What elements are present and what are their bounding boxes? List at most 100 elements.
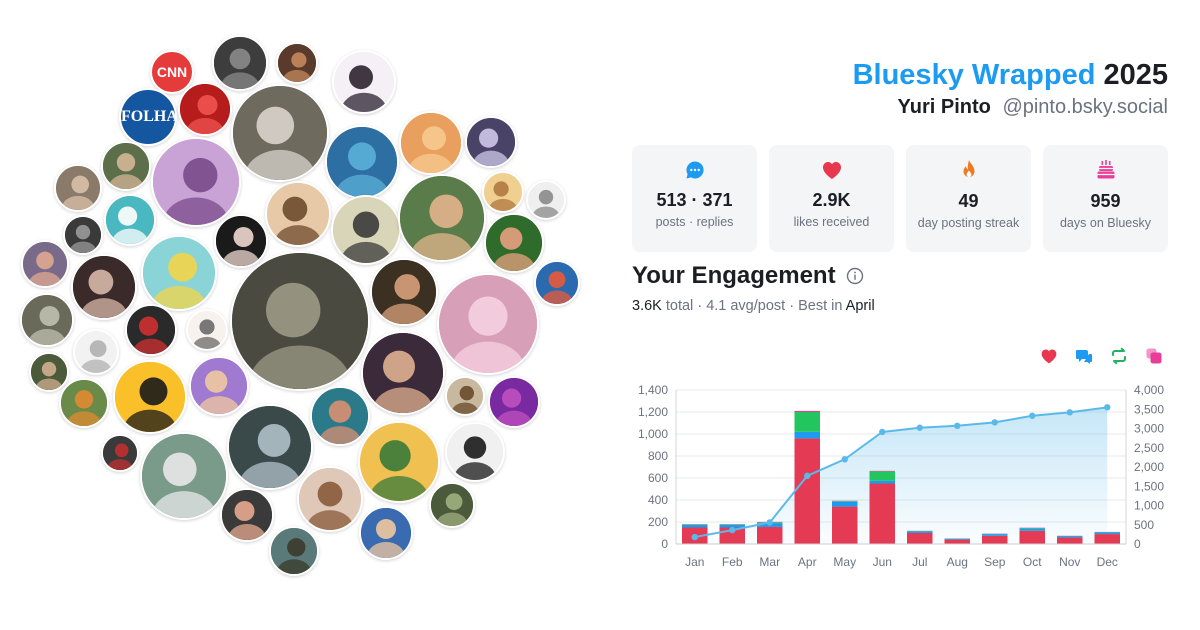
- avatar: [20, 293, 74, 347]
- engagement-best-month: April: [845, 298, 875, 314]
- avatar: [445, 422, 505, 482]
- avatar: [104, 194, 156, 246]
- cumulative-point: [1066, 409, 1073, 416]
- avatar: [399, 111, 463, 175]
- bar-segment: [832, 501, 858, 507]
- stat-label: days on Bluesky: [1059, 216, 1152, 230]
- avatar: [358, 421, 440, 503]
- avatar: [178, 82, 232, 136]
- avatar: [265, 181, 331, 247]
- bar-segment: [944, 539, 970, 544]
- flame-icon: [958, 159, 980, 181]
- avatar: [331, 195, 401, 265]
- bar-segment: [982, 535, 1008, 544]
- bar-segment: [869, 480, 895, 484]
- cnn-logo-avatar: CNN: [150, 50, 194, 94]
- bar-segment: [719, 524, 745, 525]
- x-tick-label: Nov: [1059, 555, 1080, 569]
- bar-segment: [869, 483, 895, 544]
- bar-segment: [1019, 530, 1045, 544]
- avatar: [437, 273, 539, 375]
- stat-value: 513 · 371: [656, 190, 733, 210]
- cumulative-point: [691, 533, 698, 541]
- avatar: [29, 352, 69, 392]
- y-tick-label-left: 1,400: [638, 383, 668, 397]
- x-tick-label: Jun: [873, 555, 892, 569]
- engagement-best-prefix: Best in: [798, 298, 843, 314]
- y-tick-label-right: 2,500: [1134, 441, 1164, 455]
- avatar: [325, 125, 399, 199]
- info-icon[interactable]: [846, 267, 864, 285]
- cumulative-point: [766, 519, 773, 526]
- bar-segment: [982, 534, 1008, 536]
- engagement-total: 3.6K: [632, 298, 662, 314]
- y-tick-label-right: 500: [1134, 518, 1154, 532]
- stat-label: posts · replies: [655, 215, 734, 229]
- avatar: [276, 42, 318, 84]
- title-brand: Bluesky Wrapped: [852, 59, 1096, 91]
- engagement-summary: 3.6K total · 4.1 avg/post · Best in Apri…: [632, 298, 875, 314]
- heart-icon[interactable]: [1040, 347, 1058, 365]
- avatar: [214, 214, 268, 268]
- stat-value: 49: [958, 191, 979, 211]
- y-tick-label-left: 0: [661, 537, 668, 551]
- heart-icon: [821, 159, 843, 181]
- avatar: [140, 432, 228, 520]
- avatar: [310, 386, 370, 446]
- bar-segment: [1057, 536, 1083, 538]
- y-tick-label-left: 200: [648, 515, 668, 529]
- avatar: [230, 251, 370, 391]
- y-tick-label-right: 4,000: [1134, 383, 1164, 397]
- cumulative-area: [694, 407, 1108, 544]
- user-info: Yuri Pinto @pinto.bsky.social: [853, 94, 1168, 120]
- avatar: [101, 434, 139, 472]
- y-tick-label-right: 2,000: [1134, 460, 1164, 474]
- title-year: 2025: [1103, 59, 1168, 91]
- reply-icon[interactable]: [1075, 347, 1093, 365]
- avatar: [482, 171, 524, 213]
- cumulative-point: [804, 472, 811, 480]
- avatar: [151, 137, 241, 227]
- y-tick-label-left: 1,200: [638, 405, 668, 419]
- cnn-logo-text: CNN: [156, 64, 188, 80]
- bar-segment: [719, 524, 745, 528]
- avatar: [125, 304, 177, 356]
- avatar: [398, 174, 486, 262]
- x-tick-label: May: [833, 555, 856, 569]
- avatar: [534, 260, 580, 306]
- cumulative-point: [1029, 412, 1036, 419]
- cumulative-point: [729, 526, 736, 534]
- chart-legend: [1040, 347, 1163, 365]
- bar-segment: [907, 533, 933, 544]
- avatar: [101, 141, 151, 191]
- stat-value: 959: [1090, 191, 1121, 211]
- speech-bubble-icon: [684, 159, 706, 181]
- bar-segment: [794, 431, 820, 439]
- avatar: [361, 331, 445, 415]
- y-tick-label-left: 400: [648, 493, 668, 507]
- engagement-chart: 0 200 400 600 800 1,000 1,200 1,400 0 500 1,000 1,5…: [638, 383, 1164, 569]
- avatar: [488, 376, 540, 428]
- bar-segment: [907, 531, 933, 533]
- bar-segment: [794, 438, 820, 544]
- wrapped-header: Bluesky Wrapped 2025 Yuri Pinto @pinto.b…: [853, 58, 1168, 120]
- avatar: [186, 309, 228, 351]
- user-display-name: Yuri Pinto: [897, 96, 991, 118]
- y-tick-label-left: 1,000: [638, 427, 668, 441]
- avatar: [297, 466, 363, 532]
- avatar: [465, 116, 517, 168]
- x-tick-label: Jan: [685, 555, 704, 569]
- stat-card-streak: 49 day posting streak: [906, 145, 1031, 252]
- stat-label: day posting streak: [917, 216, 1020, 230]
- engagement-title: Your Engagement: [632, 262, 864, 290]
- quote-icon[interactable]: [1145, 347, 1163, 365]
- y-tick-label-left: 600: [648, 471, 668, 485]
- engagement-heading: Your Engagement: [632, 262, 836, 289]
- x-tick-label: Apr: [798, 555, 817, 569]
- repost-icon[interactable]: [1110, 347, 1128, 365]
- x-tick-label: Feb: [722, 555, 743, 569]
- bar-segment: [869, 471, 895, 481]
- stat-card-days: 959 days on Bluesky: [1043, 145, 1168, 252]
- avatar: [71, 254, 137, 320]
- bar-segment: [1094, 532, 1120, 535]
